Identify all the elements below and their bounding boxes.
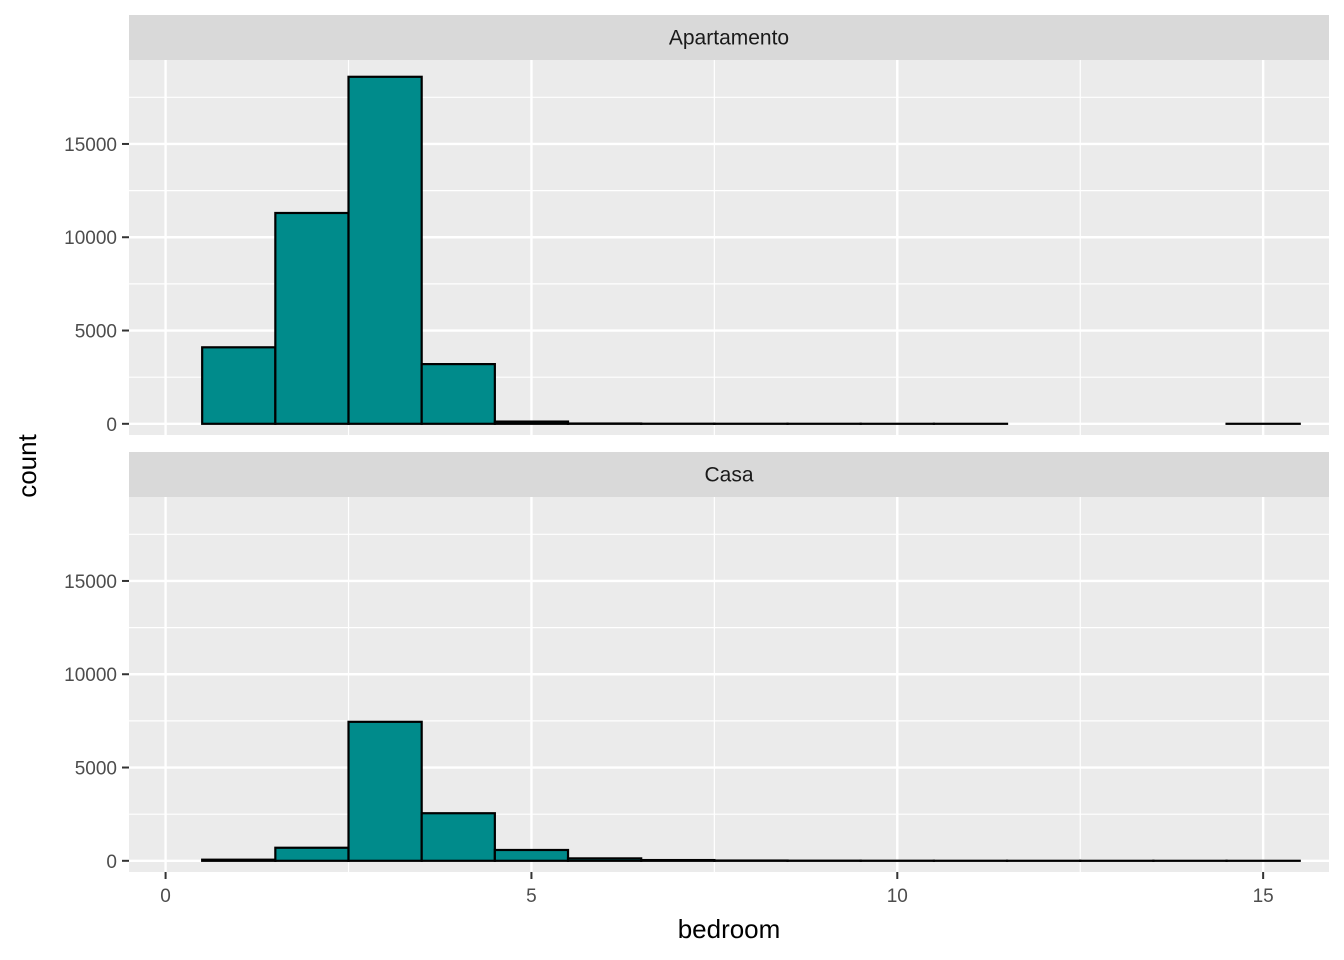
histogram-bar — [201, 858, 277, 862]
histogram-bar — [347, 720, 423, 862]
x-axis-title: bedroom — [678, 914, 781, 944]
facet-panel-apartamento: Apartamento 0 5000 10000 15000 — [64, 15, 1329, 436]
histogram-bar — [566, 857, 643, 862]
y-axis-tick-label: 0 — [106, 415, 117, 436]
histogram-bar — [493, 848, 570, 862]
y-axis-tick-label: 5000 — [75, 322, 117, 343]
histogram-bar — [347, 75, 423, 425]
y-axis-tick-label: 10000 — [64, 228, 117, 249]
y-axis-tick-label: 0 — [106, 852, 117, 873]
histogram-bar — [640, 858, 716, 862]
facet-strip — [129, 452, 1329, 497]
x-axis-tick-label: 0 — [160, 886, 171, 907]
facet-strip-label: Apartamento — [669, 27, 789, 50]
y-axis-tick-label: 15000 — [64, 572, 117, 593]
y-axis-tick-label: 5000 — [75, 759, 117, 780]
facet-strip — [129, 15, 1329, 60]
histogram-bar — [420, 812, 496, 862]
x-axis-tick-label: 5 — [526, 886, 537, 907]
histogram-bar — [420, 363, 496, 425]
histogram-bar — [274, 211, 350, 425]
y-axis-tick-label: 15000 — [64, 135, 117, 156]
histogram-bar — [201, 346, 277, 425]
histogram-bar — [274, 846, 350, 862]
facet-strip-label: Casa — [704, 464, 753, 487]
y-axis-title: count — [12, 433, 42, 497]
x-axis: 0 5 10 15 — [160, 872, 1274, 907]
panel-background — [129, 497, 1329, 872]
y-axis-tick-label: 10000 — [64, 665, 117, 686]
facet-panel-casa: Casa 0 5000 10000 15000 — [64, 452, 1329, 873]
x-axis-tick-label: 10 — [887, 886, 908, 907]
histogram-bar — [493, 420, 570, 425]
x-axis-tick-label: 15 — [1253, 886, 1274, 907]
